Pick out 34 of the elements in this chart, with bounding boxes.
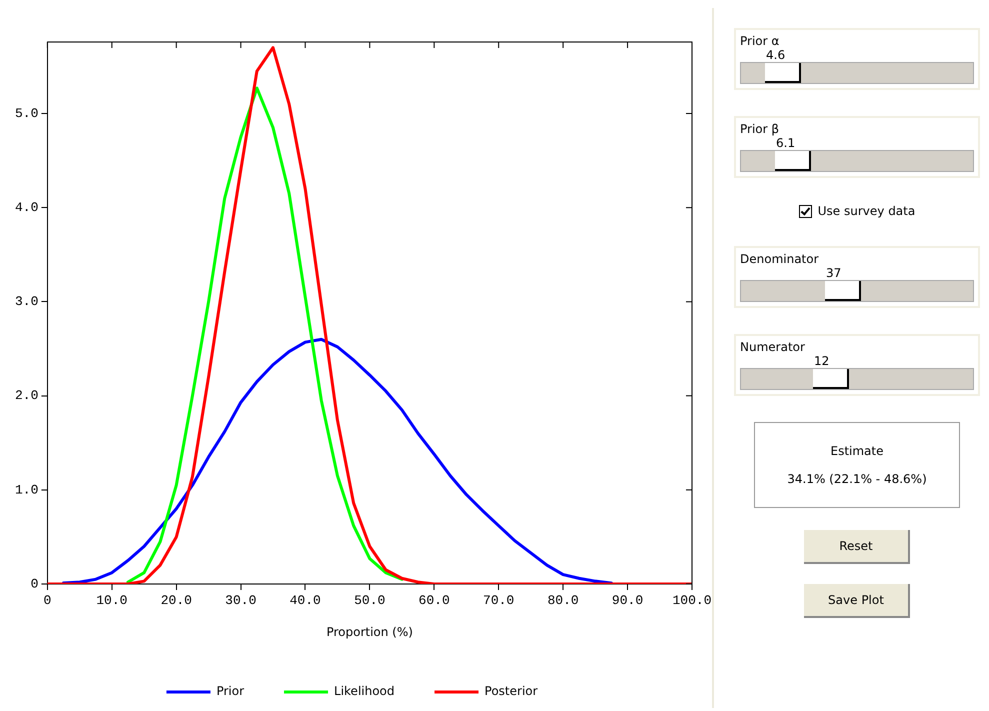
y-tick-label: 2.0 <box>15 388 38 404</box>
legend-label: Posterior <box>484 684 538 698</box>
text: Denominator <box>740 252 820 266</box>
text: 6.1 <box>776 136 796 150</box>
legend-label: Prior <box>216 684 244 698</box>
button: Reset <box>804 530 910 564</box>
legend-label: Likelihood <box>334 684 395 698</box>
text: Prior α <box>740 34 780 48</box>
x-tick-label: 60.0 <box>418 593 450 608</box>
x-tick-label: 90.0 <box>612 593 644 608</box>
x-tick-label: 10.0 <box>96 593 128 608</box>
y-tick-label: 4.0 <box>15 200 38 216</box>
text: 12 <box>814 354 830 368</box>
x-tick-label: 100.0 <box>672 593 712 608</box>
x-tick-label: 30.0 <box>225 593 256 608</box>
text: Use survey data <box>818 204 916 218</box>
x-tick-label: 50.0 <box>354 593 386 608</box>
x-tick-label: 70.0 <box>483 593 514 608</box>
x-tick-label: 0 <box>44 593 52 608</box>
text: 4.6 <box>766 48 786 62</box>
text: Numerator <box>740 340 806 354</box>
y-tick-label: 3.0 <box>15 294 38 310</box>
text: Estimate <box>830 444 884 458</box>
button: Save Plot <box>804 584 910 618</box>
x-tick-label: 20.0 <box>160 593 192 608</box>
x-tick-label: 40.0 <box>290 593 321 608</box>
text: 37 <box>826 266 842 280</box>
x-tick-label: 80.0 <box>547 593 579 608</box>
y-tick-label: 1.0 <box>15 482 38 498</box>
text: Prior β <box>740 122 780 136</box>
y-tick-label: 5.0 <box>15 106 38 121</box>
text: 34.1% (22.1% - 48.6%) <box>787 472 927 486</box>
x-axis-title: Proportion (%) <box>326 624 413 639</box>
y-tick-label: 0 <box>30 576 38 592</box>
